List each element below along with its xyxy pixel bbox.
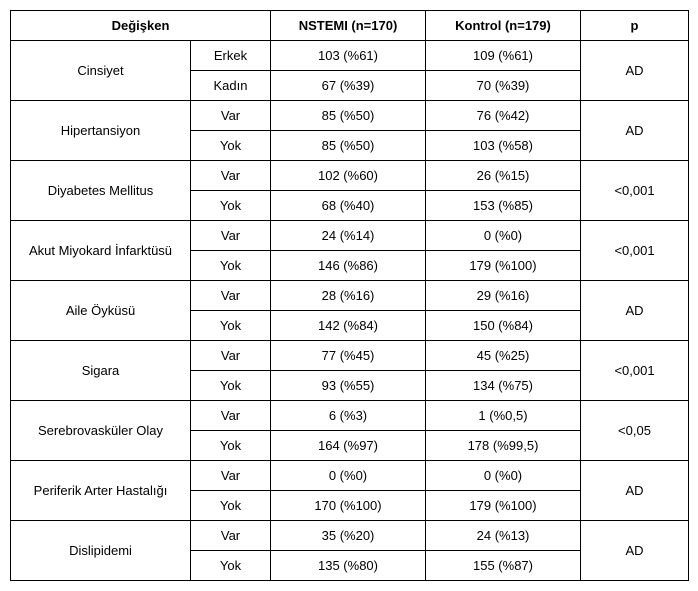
control-value: 45 (%25) <box>426 341 581 371</box>
variable-label: Hipertansiyon <box>11 101 191 161</box>
table-row: CinsiyetErkek103 (%61)109 (%61)AD <box>11 41 689 71</box>
p-value: AD <box>581 521 689 581</box>
control-value: 24 (%13) <box>426 521 581 551</box>
data-table: Değişken NSTEMI (n=170) Kontrol (n=179) … <box>10 10 689 581</box>
sub-label: Var <box>191 401 271 431</box>
table-row: HipertansiyonVar85 (%50)76 (%42)AD <box>11 101 689 131</box>
variable-label: Akut Miyokard İnfarktüsü <box>11 221 191 281</box>
nstemi-value: 77 (%45) <box>271 341 426 371</box>
p-value: AD <box>581 41 689 101</box>
p-value: AD <box>581 461 689 521</box>
sub-label: Yok <box>191 491 271 521</box>
p-value: <0,001 <box>581 221 689 281</box>
variable-label: Cinsiyet <box>11 41 191 101</box>
sub-label: Yok <box>191 251 271 281</box>
sub-label: Var <box>191 281 271 311</box>
table-body: CinsiyetErkek103 (%61)109 (%61)ADKadın67… <box>11 41 689 581</box>
table-row: SigaraVar77 (%45)45 (%25)<0,001 <box>11 341 689 371</box>
header-control: Kontrol (n=179) <box>426 11 581 41</box>
p-value: AD <box>581 281 689 341</box>
nstemi-value: 102 (%60) <box>271 161 426 191</box>
variable-label: Diyabetes Mellitus <box>11 161 191 221</box>
control-value: 29 (%16) <box>426 281 581 311</box>
sub-label: Var <box>191 221 271 251</box>
header-row: Değişken NSTEMI (n=170) Kontrol (n=179) … <box>11 11 689 41</box>
nstemi-value: 28 (%16) <box>271 281 426 311</box>
header-nstemi: NSTEMI (n=170) <box>271 11 426 41</box>
control-value: 0 (%0) <box>426 461 581 491</box>
table-row: Periferik Arter HastalığıVar0 (%0)0 (%0)… <box>11 461 689 491</box>
variable-label: Periferik Arter Hastalığı <box>11 461 191 521</box>
nstemi-value: 6 (%3) <box>271 401 426 431</box>
sub-label: Var <box>191 341 271 371</box>
sub-label: Yok <box>191 371 271 401</box>
header-p: p <box>581 11 689 41</box>
variable-label: Serebrovasküler Olay <box>11 401 191 461</box>
nstemi-value: 164 (%97) <box>271 431 426 461</box>
sub-label: Yok <box>191 191 271 221</box>
sub-label: Yok <box>191 551 271 581</box>
table-row: Diyabetes MellitusVar102 (%60)26 (%15)<0… <box>11 161 689 191</box>
sub-label: Var <box>191 161 271 191</box>
sub-label: Yok <box>191 131 271 161</box>
nstemi-value: 170 (%100) <box>271 491 426 521</box>
control-value: 109 (%61) <box>426 41 581 71</box>
nstemi-value: 85 (%50) <box>271 131 426 161</box>
p-value: <0,001 <box>581 161 689 221</box>
variable-label: Aile Öyküsü <box>11 281 191 341</box>
variable-label: Dislipidemi <box>11 521 191 581</box>
sub-label: Var <box>191 461 271 491</box>
control-value: 179 (%100) <box>426 251 581 281</box>
control-value: 179 (%100) <box>426 491 581 521</box>
control-value: 103 (%58) <box>426 131 581 161</box>
p-value: AD <box>581 101 689 161</box>
table-row: Serebrovasküler OlayVar6 (%3)1 (%0,5)<0,… <box>11 401 689 431</box>
nstemi-value: 135 (%80) <box>271 551 426 581</box>
sub-label: Var <box>191 101 271 131</box>
control-value: 70 (%39) <box>426 71 581 101</box>
control-value: 26 (%15) <box>426 161 581 191</box>
control-value: 76 (%42) <box>426 101 581 131</box>
control-value: 155 (%87) <box>426 551 581 581</box>
table-row: Akut Miyokard İnfarktüsüVar24 (%14)0 (%0… <box>11 221 689 251</box>
nstemi-value: 0 (%0) <box>271 461 426 491</box>
control-value: 0 (%0) <box>426 221 581 251</box>
header-variable: Değişken <box>11 11 271 41</box>
control-value: 153 (%85) <box>426 191 581 221</box>
control-value: 150 (%84) <box>426 311 581 341</box>
table-row: DislipidemiVar35 (%20)24 (%13)AD <box>11 521 689 551</box>
nstemi-value: 67 (%39) <box>271 71 426 101</box>
sub-label: Erkek <box>191 41 271 71</box>
nstemi-value: 93 (%55) <box>271 371 426 401</box>
sub-label: Yok <box>191 311 271 341</box>
nstemi-value: 142 (%84) <box>271 311 426 341</box>
control-value: 1 (%0,5) <box>426 401 581 431</box>
sub-label: Yok <box>191 431 271 461</box>
table-row: Aile ÖyküsüVar28 (%16)29 (%16)AD <box>11 281 689 311</box>
nstemi-value: 68 (%40) <box>271 191 426 221</box>
nstemi-value: 24 (%14) <box>271 221 426 251</box>
control-value: 178 (%99,5) <box>426 431 581 461</box>
nstemi-value: 35 (%20) <box>271 521 426 551</box>
control-value: 134 (%75) <box>426 371 581 401</box>
sub-label: Var <box>191 521 271 551</box>
nstemi-value: 103 (%61) <box>271 41 426 71</box>
variable-label: Sigara <box>11 341 191 401</box>
nstemi-value: 146 (%86) <box>271 251 426 281</box>
sub-label: Kadın <box>191 71 271 101</box>
nstemi-value: 85 (%50) <box>271 101 426 131</box>
p-value: <0,05 <box>581 401 689 461</box>
p-value: <0,001 <box>581 341 689 401</box>
